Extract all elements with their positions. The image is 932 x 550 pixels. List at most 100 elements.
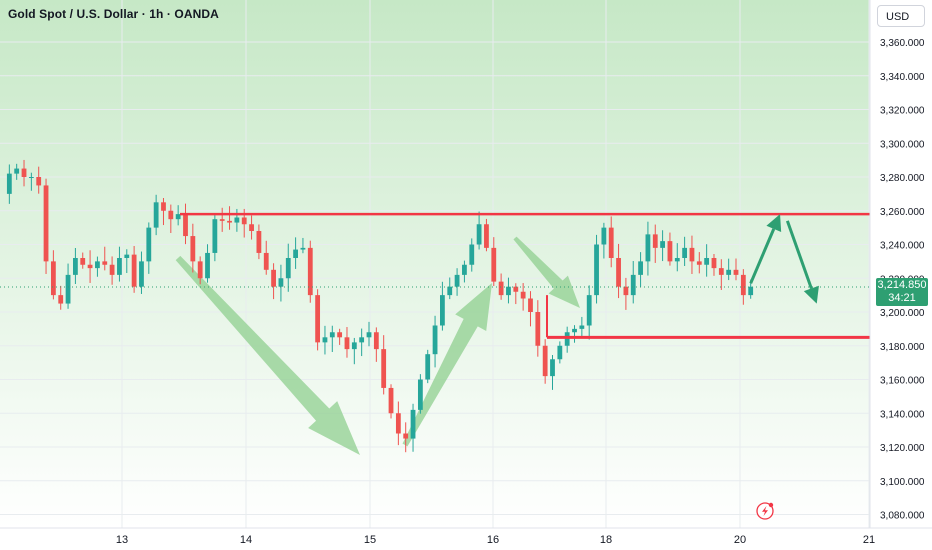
candle-body [667, 241, 673, 262]
candle-body [124, 254, 130, 258]
candle-body [263, 252, 269, 270]
candle-body [322, 337, 328, 343]
candle-body [183, 214, 188, 237]
candles [6, 159, 754, 453]
price-tick-label: 3,160.000 [880, 376, 925, 387]
candle-body [58, 295, 64, 304]
time-axis-labels: 13 14 15 16 18 20 21 [116, 534, 875, 546]
candle-body [484, 224, 489, 248]
candle-body [432, 325, 438, 355]
currency-button[interactable]: USD [877, 5, 925, 27]
time-tick-label: 21 [863, 534, 875, 546]
candle-body [506, 286, 511, 296]
candle-body [102, 261, 108, 265]
candle-body [190, 236, 196, 262]
candle-body [696, 261, 702, 265]
candle-countdown: 34:21 [888, 292, 916, 304]
candle-body [337, 332, 343, 338]
candle-body [586, 295, 592, 326]
candle-body [87, 264, 93, 269]
plot-background [0, 0, 870, 528]
candle-body [454, 274, 460, 287]
candle-body [73, 258, 78, 275]
candle-body [733, 269, 739, 275]
candle-body [131, 254, 137, 287]
candle-body [28, 177, 34, 178]
candle-body [711, 258, 717, 269]
time-tick-label: 13 [116, 534, 128, 546]
candle-body [21, 168, 27, 177]
candle-body [50, 261, 56, 296]
candle-body [285, 258, 291, 279]
candle-body [146, 227, 152, 262]
candle-body [491, 247, 497, 282]
candle-body [476, 224, 482, 245]
candle-body [329, 332, 335, 338]
time-tick-label: 20 [734, 534, 746, 546]
time-tick-label: 14 [240, 534, 252, 546]
candle-body [513, 286, 519, 292]
projection-down-arrow-head [803, 285, 819, 304]
candle-body [161, 202, 166, 211]
candle-body [425, 354, 431, 380]
candle-body [109, 264, 115, 275]
candle-body [344, 337, 350, 350]
candle-body [645, 234, 651, 262]
candle-body [212, 219, 218, 253]
candle-body [307, 247, 313, 296]
price-tick-label: 3,260.000 [880, 207, 925, 218]
candle-body [550, 359, 555, 377]
price-tick-label: 3,300.000 [880, 139, 925, 150]
price-tick-label: 3,280.000 [880, 173, 925, 184]
candle-body [80, 258, 86, 265]
price-tick-label: 3,200.000 [880, 308, 925, 319]
candle-body [616, 258, 621, 287]
current-price-badge: 3,214.850 34:21 [876, 278, 928, 306]
arrow-down-small [513, 236, 580, 308]
candle-body [498, 281, 504, 296]
candle-body [388, 387, 394, 414]
price-tick-label: 3,340.000 [880, 72, 925, 83]
candle-body [660, 241, 665, 248]
lightning-icon[interactable] [756, 502, 774, 520]
candle-body [689, 247, 695, 262]
candle-body [175, 214, 181, 220]
candle-body [403, 433, 409, 439]
candle-body [278, 278, 284, 287]
candle-body [447, 286, 453, 296]
candle-body [528, 298, 533, 312]
time-tick-label: 16 [487, 534, 499, 546]
candle-body [748, 286, 754, 296]
candle-body [205, 252, 210, 279]
candle-body [373, 332, 379, 350]
candle-body [293, 249, 298, 258]
projection-arrows [749, 214, 819, 304]
candle-body [608, 227, 614, 258]
candle-body [256, 231, 262, 253]
candle-body [557, 345, 563, 360]
candle-body [219, 219, 225, 221]
candle-body [674, 258, 680, 262]
price-tick-label: 3,320.000 [880, 106, 925, 117]
candle-body [579, 325, 585, 329]
candle-body [520, 291, 526, 299]
candle-body [315, 295, 321, 343]
candle-body [417, 379, 423, 410]
price-axis-panel [870, 0, 932, 550]
candle-body [704, 258, 710, 265]
candle-body [168, 210, 174, 220]
candle-body [351, 342, 357, 350]
candle-body [682, 247, 688, 258]
candle-body [652, 234, 658, 248]
candle-body [594, 244, 599, 296]
candle-body [271, 269, 276, 287]
trend-arrows [175, 236, 580, 455]
candle-body [462, 264, 467, 275]
candle-body [300, 247, 306, 250]
candle-body [395, 413, 401, 434]
candle-body [139, 261, 144, 287]
candle-body [381, 349, 387, 388]
candle-body [234, 217, 240, 223]
